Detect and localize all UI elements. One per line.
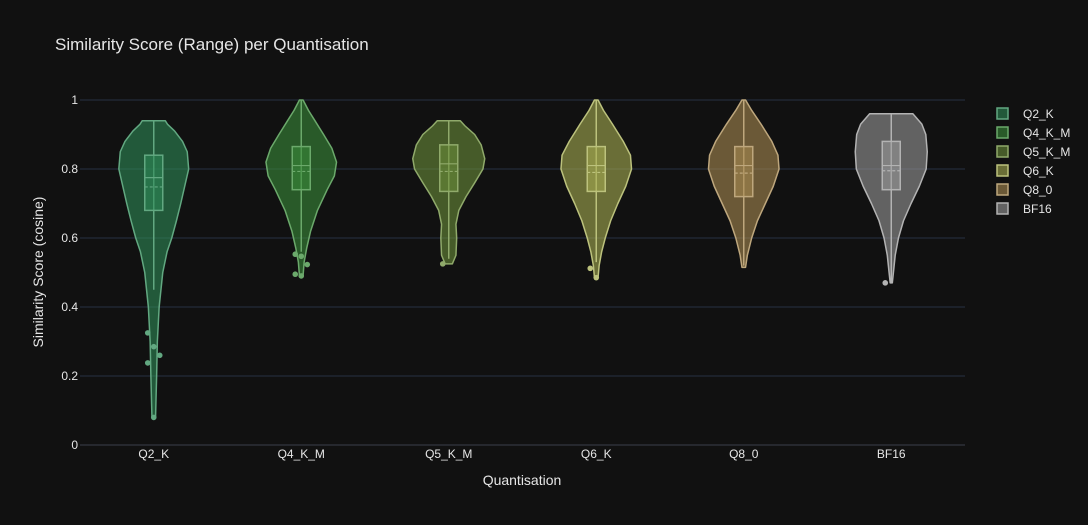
legend-swatch	[996, 164, 1009, 177]
legend-label: Q8_0	[1023, 183, 1053, 197]
outlier-point	[298, 273, 305, 279]
legend-swatch	[996, 183, 1009, 196]
x-tick-label: Q4_K_M	[278, 447, 325, 461]
legend-item-q6-k[interactable]: Q6_K	[996, 164, 1054, 178]
iqr-box	[144, 154, 164, 212]
violin-bf16[interactable]	[854, 113, 928, 286]
x-tick-label: Q6_K	[581, 447, 612, 461]
outlier-point	[882, 280, 889, 286]
outlier-point	[292, 251, 299, 258]
legend-item-q8-0[interactable]: Q8_0	[996, 183, 1053, 197]
iqr-box	[439, 144, 459, 193]
y-tick-label: 0.8	[61, 162, 78, 176]
violin-q6-k[interactable]	[560, 99, 633, 281]
legend-item-q5-k-m[interactable]: Q5_K_M	[996, 145, 1070, 159]
outlier-point	[144, 360, 151, 366]
legend-swatch	[996, 107, 1009, 120]
outlier-point	[439, 261, 446, 267]
legend-item-q4-k-m[interactable]: Q4_K_M	[996, 126, 1070, 140]
violin-q2-k[interactable]	[118, 119, 190, 421]
outlier-point	[593, 274, 600, 281]
outlier-point	[298, 253, 305, 260]
outlier-point	[150, 343, 157, 350]
legend-swatch	[996, 126, 1009, 139]
y-tick-label: 0.4	[61, 300, 78, 314]
legend-label: Q4_K_M	[1023, 126, 1070, 140]
y-axis-ticks: 0 0.2 0.4 0.6 0.8 1	[61, 93, 78, 452]
y-axis-title: Similarity Score (cosine)	[30, 197, 46, 348]
outlier-point	[292, 271, 299, 278]
legend-label: Q6_K	[1023, 164, 1054, 178]
violin-q4-k-m[interactable]	[265, 99, 338, 279]
outlier-point	[150, 414, 157, 421]
x-tick-label: Q2_K	[138, 447, 169, 461]
y-tick-label: 1	[71, 93, 78, 107]
iqr-box	[734, 145, 754, 198]
x-tick-label: Q8_0	[729, 447, 759, 461]
outlier-point	[304, 261, 311, 268]
x-axis-title: Quantisation	[483, 472, 562, 488]
violin-q5-k-m[interactable]	[412, 119, 486, 267]
violin-q8-0[interactable]	[707, 99, 780, 269]
legend-swatch	[996, 202, 1009, 215]
outlier-point	[144, 330, 151, 336]
legend[interactable]: Q2_K Q4_K_M Q5_K_M Q6_K Q8_0 BF16	[996, 107, 1070, 216]
legend-item-bf16[interactable]: BF16	[996, 202, 1052, 216]
outlier-point	[587, 265, 594, 272]
legend-item-q2-k[interactable]: Q2_K	[996, 107, 1054, 121]
legend-swatch	[996, 145, 1009, 158]
violins	[118, 99, 928, 421]
chart-title: Similarity Score (Range) per Quantisatio…	[55, 35, 369, 54]
y-tick-label: 0.6	[61, 231, 78, 245]
y-tick-label: 0.2	[61, 369, 78, 383]
x-axis-ticks: Q2_K Q4_K_M Q5_K_M Q6_K Q8_0 BF16	[138, 447, 906, 461]
iqr-box	[291, 145, 311, 191]
gridlines	[80, 99, 965, 446]
y-tick-label: 0	[71, 438, 78, 452]
x-tick-label: Q5_K_M	[425, 447, 472, 461]
legend-label: Q2_K	[1023, 107, 1054, 121]
outlier-point	[156, 352, 163, 359]
x-tick-label: BF16	[877, 447, 906, 461]
legend-label: BF16	[1023, 202, 1052, 216]
iqr-box	[586, 145, 606, 193]
legend-label: Q5_K_M	[1023, 145, 1070, 159]
